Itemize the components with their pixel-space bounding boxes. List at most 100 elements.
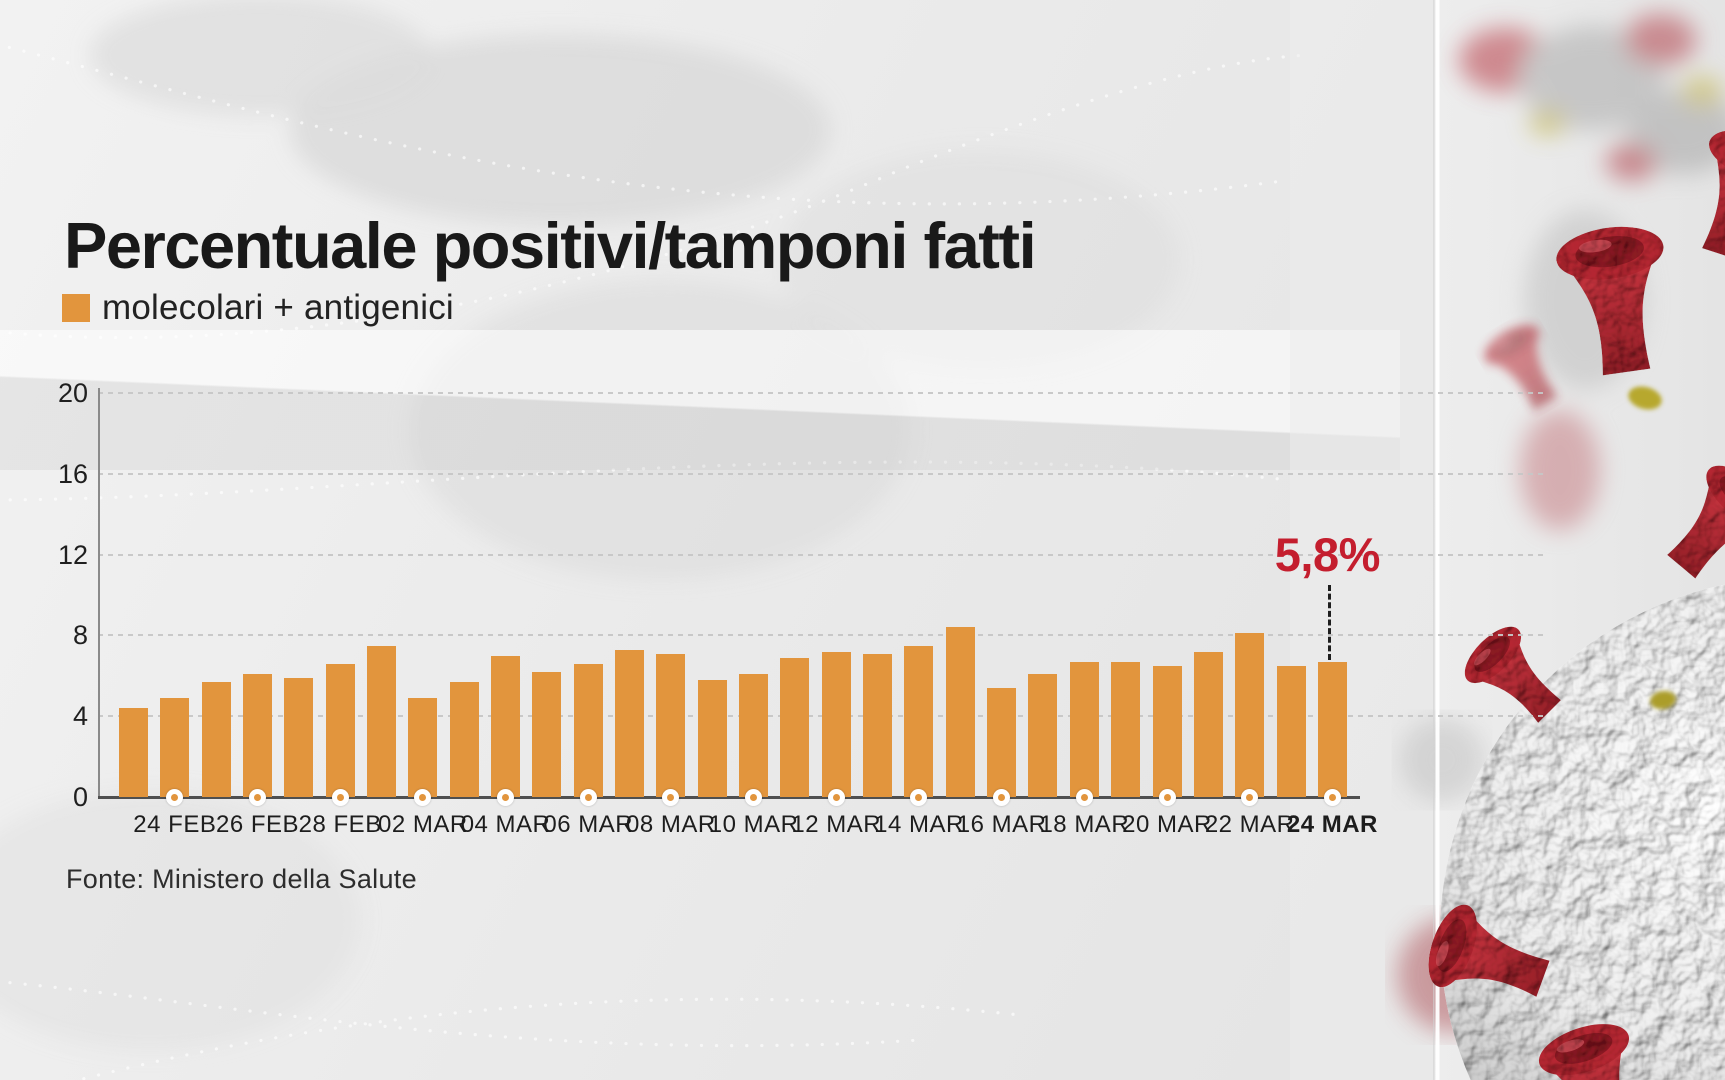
bar-03 MAR xyxy=(449,681,479,797)
legend-swatch xyxy=(62,294,90,322)
bar-25 FEB xyxy=(201,681,231,797)
photo-left-blur-strip xyxy=(1290,0,1438,1080)
bar-10 MAR xyxy=(739,673,769,797)
y-axis-tick-label: 8 xyxy=(72,620,88,651)
axis-tick-marker-dot xyxy=(998,793,1006,801)
x-axis-tick-label: 24 MAR xyxy=(1286,811,1378,838)
axis-tick-marker-dot xyxy=(832,793,840,801)
axis-tick-marker-dot xyxy=(254,793,262,801)
axis-tick-marker-dot xyxy=(336,793,344,801)
bar-01 MAR xyxy=(367,645,397,797)
x-axis-tick-label: 08 MAR xyxy=(626,811,716,838)
bar-13 MAR xyxy=(863,653,893,797)
axis-tick-marker-dot xyxy=(419,793,427,801)
source-label: Fonte: Ministero della Salute xyxy=(66,864,417,894)
x-axis-tick-label: 06 MAR xyxy=(543,811,634,838)
legend-label: molecolari + antigenici xyxy=(102,288,454,327)
axis-tick-marker-dot xyxy=(915,793,923,801)
y-axis-tick-label: 16 xyxy=(57,458,88,489)
gridline xyxy=(98,715,1545,718)
bar-12 MAR xyxy=(821,651,851,797)
y-axis-tick-label: 20 xyxy=(57,378,88,408)
y-axis-tick-label: 12 xyxy=(57,539,88,570)
x-axis-tick-label: 28 FEB xyxy=(298,811,382,838)
bar-22 MAR xyxy=(1235,633,1265,797)
axis-tick-marker-dot xyxy=(667,793,675,801)
gridline xyxy=(98,553,1545,556)
annotation-value-label: 5,8% xyxy=(1274,528,1381,581)
axis-tick-marker xyxy=(745,788,763,806)
axis-tick-marker xyxy=(249,788,267,806)
axis-tick-marker xyxy=(1158,788,1176,806)
axis-tick-marker xyxy=(1075,788,1093,806)
bar-07 MAR xyxy=(615,649,645,797)
axis-tick-marker xyxy=(910,788,928,806)
bar-15 MAR xyxy=(945,627,975,797)
x-axis-tick-label: 18 MAR xyxy=(1039,811,1130,838)
bar-09 MAR xyxy=(697,679,727,797)
axis-tick-marker-dot xyxy=(1328,793,1336,801)
axis-tick-marker xyxy=(827,788,845,806)
gridline xyxy=(98,392,1545,394)
bar-26 FEB xyxy=(243,673,273,797)
gridline xyxy=(98,634,1545,637)
dotted-route-arcs xyxy=(0,43,1312,1080)
axis-tick-marker-dot xyxy=(502,793,510,801)
annotation-dashed-line xyxy=(1328,585,1332,660)
bar-11 MAR xyxy=(780,657,810,797)
bar-18 MAR xyxy=(1069,661,1099,797)
x-axis-tick-label: 02 MAR xyxy=(378,811,468,838)
axis-tick-marker-dot xyxy=(584,793,592,801)
x-axis-tick-label: 20 MAR xyxy=(1122,811,1212,838)
y-axis-tick-label: 0 xyxy=(72,782,88,812)
divider-shadow xyxy=(1433,0,1435,1080)
axis-tick-marker xyxy=(1323,788,1341,806)
bar-21 MAR xyxy=(1193,651,1223,797)
axis-tick-marker xyxy=(414,788,432,806)
bar-23 MAR xyxy=(1276,665,1306,797)
x-axis-tick-label: 26 FEB xyxy=(215,811,300,838)
vertical-divider-line xyxy=(1435,0,1440,1080)
legend: molecolari + antigenici xyxy=(62,288,454,328)
x-axis-tick-label: 12 MAR xyxy=(791,811,882,838)
y-axis-line xyxy=(98,388,100,799)
bar-05 MAR xyxy=(532,671,562,797)
bar-02 MAR xyxy=(408,698,438,797)
bar-23 FEB xyxy=(119,708,148,797)
axis-tick-marker-dot xyxy=(750,793,758,801)
virus-sphere-group xyxy=(1418,120,1725,1080)
x-axis-tick-label: 14 MAR xyxy=(874,811,964,838)
virus-yellow-proteins xyxy=(1628,386,1676,710)
bar-20 MAR xyxy=(1152,665,1182,797)
x-axis-tick-label: 22 MAR xyxy=(1204,811,1295,838)
bar-24 FEB xyxy=(160,698,190,797)
bar-17 MAR xyxy=(1028,673,1058,797)
axis-tick-marker xyxy=(993,788,1011,806)
axis-tick-marker xyxy=(166,788,184,806)
x-axis-tick-label: 16 MAR xyxy=(956,811,1047,838)
bar-19 MAR xyxy=(1111,661,1141,797)
x-axis-tick-label: 10 MAR xyxy=(708,811,799,838)
axis-tick-marker-dot xyxy=(1080,793,1088,801)
bar-14 MAR xyxy=(904,645,934,797)
axis-tick-marker-dot xyxy=(1246,793,1254,801)
bar-28 FEB xyxy=(325,663,355,797)
bar-04 MAR xyxy=(491,655,521,797)
axis-tick-marker-dot xyxy=(1163,793,1171,801)
bar-06 MAR xyxy=(573,663,603,797)
axis-tick-marker xyxy=(497,788,515,806)
bar-08 MAR xyxy=(656,653,686,797)
axis-tick-marker xyxy=(662,788,680,806)
x-axis-tick-label: 04 MAR xyxy=(460,811,551,838)
axis-tick-marker-dot xyxy=(171,793,179,801)
page-title: Percentuale positivi/tamponi fatti xyxy=(64,208,1037,282)
bar-27 FEB xyxy=(284,677,314,797)
axis-tick-marker xyxy=(579,788,597,806)
x-axis-tick-label: 24 FEB xyxy=(133,811,217,838)
bar-16 MAR xyxy=(987,687,1017,797)
axis-tick-marker xyxy=(1241,788,1259,806)
axis-tick-marker xyxy=(331,788,349,806)
